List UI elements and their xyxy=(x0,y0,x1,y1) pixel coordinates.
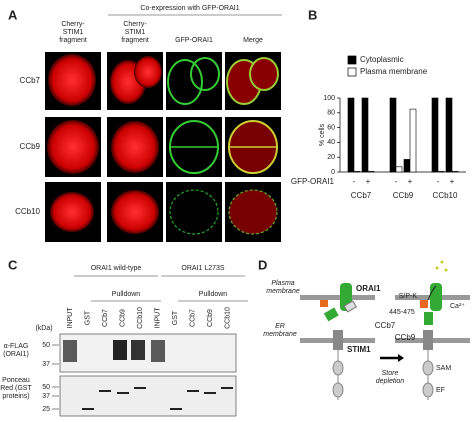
arrow-label: Store xyxy=(382,370,399,377)
protein-label: STIM1 xyxy=(347,345,371,354)
legend-label: Plasma membrane xyxy=(360,67,428,76)
fragment-label: CCb9 xyxy=(395,333,416,342)
domain-label: SAM xyxy=(436,365,451,372)
bar xyxy=(395,166,403,173)
ion-label: Ca²⁺ xyxy=(450,303,465,310)
blot-label: (ORAI1) xyxy=(3,351,29,358)
membrane-label: ER xyxy=(275,323,285,330)
column-header: Cherry- xyxy=(61,21,85,28)
lane-label: CCb9 xyxy=(119,309,126,327)
blot-label: Ponceau xyxy=(2,377,30,384)
condition: + xyxy=(450,177,455,186)
cell-images xyxy=(45,52,281,242)
condition-label: GFP-ORAI1 xyxy=(291,177,335,186)
condition: - xyxy=(353,177,356,186)
y-tick-label: 80 xyxy=(327,110,335,117)
marker-label: 37 xyxy=(42,393,50,400)
unit: (kDa) xyxy=(35,325,52,332)
column-header: Cherry- xyxy=(123,21,147,28)
column-header: STIM1 xyxy=(63,29,84,36)
column-header: Merge xyxy=(243,37,263,44)
condition: + xyxy=(408,177,413,186)
fragment-label: CCb7 xyxy=(375,321,396,330)
panel-letter: C xyxy=(8,257,18,272)
marker-label: 37 xyxy=(42,361,50,368)
lane-label: CCb10 xyxy=(224,307,231,329)
bar xyxy=(451,170,459,173)
bar xyxy=(353,170,361,173)
lane-label: CCb7 xyxy=(102,309,109,327)
membrane-label: membrane xyxy=(266,288,300,295)
range-label: 445-475 xyxy=(389,309,415,316)
group-label: CCb10 xyxy=(433,191,458,200)
y-tick-label: 20 xyxy=(327,154,335,161)
bands xyxy=(63,340,233,410)
condition: + xyxy=(366,177,371,186)
bar xyxy=(437,170,445,173)
lane-label: CCb10 xyxy=(137,307,144,329)
membrane-label: Plasma xyxy=(271,280,294,287)
y-axis-label: % cells xyxy=(319,123,326,146)
protein-label: ORAI1 xyxy=(356,284,381,293)
lane-label: GST xyxy=(172,310,179,325)
panel-letter: A xyxy=(8,7,18,22)
group-header: ORAI1 wild-type xyxy=(91,265,142,272)
row-label: CCb9 xyxy=(20,142,41,151)
blot-label: proteins) xyxy=(2,393,29,400)
marker-label: 50 xyxy=(42,342,50,349)
column-header: fragment xyxy=(59,37,87,44)
bar xyxy=(389,97,397,173)
membrane-label: membrane xyxy=(263,331,297,338)
column-header: fragment xyxy=(121,37,149,44)
bar xyxy=(361,97,369,173)
panel-letter: B xyxy=(308,7,317,22)
bar xyxy=(409,108,417,173)
group-label: CCb7 xyxy=(351,191,372,200)
condition: - xyxy=(437,177,440,186)
y-tick-label: 60 xyxy=(327,124,335,131)
y-tick-label: 40 xyxy=(327,139,335,146)
panel-letter: D xyxy=(258,257,267,272)
blot-label: α-FLAG xyxy=(4,343,29,350)
row-label: CCb7 xyxy=(20,76,41,85)
pulldown-label: Pulldown xyxy=(199,291,228,298)
header: Co-expression with GFP-ORAI1 xyxy=(140,5,239,12)
lane-label: INPUT xyxy=(67,307,74,329)
blot-label: Red (GST xyxy=(0,385,32,392)
column-header: STIM1 xyxy=(125,29,146,36)
pulldown-label: Pulldown xyxy=(112,291,141,298)
bar xyxy=(445,97,453,173)
group-label: CCb9 xyxy=(393,191,414,200)
y-tick-label: 100 xyxy=(323,95,335,102)
y-tick-label: 0 xyxy=(331,169,335,176)
lane-label: CCb7 xyxy=(189,309,196,327)
diagram xyxy=(300,260,470,400)
legend-swatch xyxy=(347,55,357,65)
condition: - xyxy=(395,177,398,186)
bar xyxy=(403,159,411,173)
domain-label: S/P-K xyxy=(399,293,418,300)
arrow-label: depletion xyxy=(376,378,405,385)
legend-label: Cytoplasmic xyxy=(360,55,404,64)
column-header: GFP-ORAI1 xyxy=(175,37,213,44)
domain-label: EF xyxy=(436,387,445,394)
legend-swatch xyxy=(347,67,357,77)
blot xyxy=(59,333,237,373)
lane-label: INPUT xyxy=(154,307,161,329)
lane-label: GST xyxy=(84,310,91,325)
bar xyxy=(431,97,439,173)
group-header: ORAI1 L273S xyxy=(181,265,225,272)
lane-label: CCb9 xyxy=(207,309,214,327)
bar xyxy=(367,170,375,173)
row-label: CCb10 xyxy=(15,207,40,216)
marker-label: 50 xyxy=(42,384,50,391)
marker-label: 25 xyxy=(42,406,50,413)
bar xyxy=(347,97,355,173)
